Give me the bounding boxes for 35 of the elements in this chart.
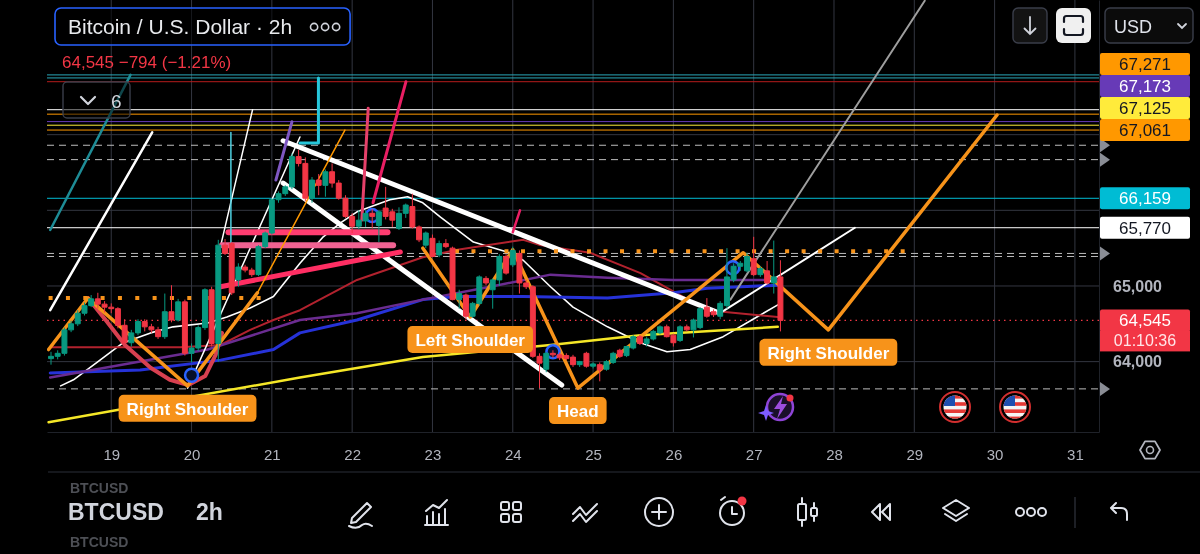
annotation: Right Shoulder	[767, 343, 890, 363]
ref-line-label: 67,061	[1119, 121, 1171, 141]
x-tick-label: 21	[264, 445, 281, 463]
x-tick-label: 20	[183, 445, 201, 463]
x-tick-label: 27	[745, 445, 763, 463]
x-tick-label: 22	[344, 445, 361, 463]
text: 2h	[196, 499, 223, 525]
x-tick-label: 30	[986, 445, 1004, 463]
text: BTCUSD	[70, 534, 129, 550]
x-tick-label: 26	[665, 445, 683, 463]
ref-line-label: 67,173	[1119, 77, 1171, 97]
text: BTCUSD	[68, 499, 164, 525]
text: USD	[1114, 17, 1153, 37]
ref-line-label: 66,159	[1119, 189, 1171, 209]
x-tick-label: 25	[585, 445, 602, 463]
ref-line-label: 67,125	[1119, 99, 1171, 119]
text: Bitcoin / U.S. Dollar · 2h	[68, 15, 293, 38]
ref-line-label: 65,770	[1119, 218, 1171, 238]
annotation: Head	[557, 402, 599, 422]
annotation: Right Shoulder	[126, 399, 249, 419]
ref-line-label: 64,545	[1119, 311, 1171, 331]
x-tick-label: 29	[906, 445, 924, 463]
ref-line-label: 67,271	[1119, 55, 1171, 75]
text: 01:10:36	[1113, 332, 1177, 350]
annotation: 6	[111, 91, 122, 112]
x-tick-label: 23	[424, 445, 442, 463]
y-tick-label: 64,000	[1113, 353, 1163, 371]
y-tick-label: 65,000	[1113, 277, 1163, 295]
text: 64,545 −794 (−1.21%)	[62, 53, 232, 72]
x-tick-label: 31	[1067, 445, 1084, 463]
x-tick-label: 28	[826, 445, 843, 463]
annotation: Left Shoulder	[415, 331, 526, 350]
x-tick-label: 19	[103, 445, 121, 463]
x-tick-label: 24	[504, 445, 522, 463]
text: BTCUSD	[70, 480, 129, 496]
